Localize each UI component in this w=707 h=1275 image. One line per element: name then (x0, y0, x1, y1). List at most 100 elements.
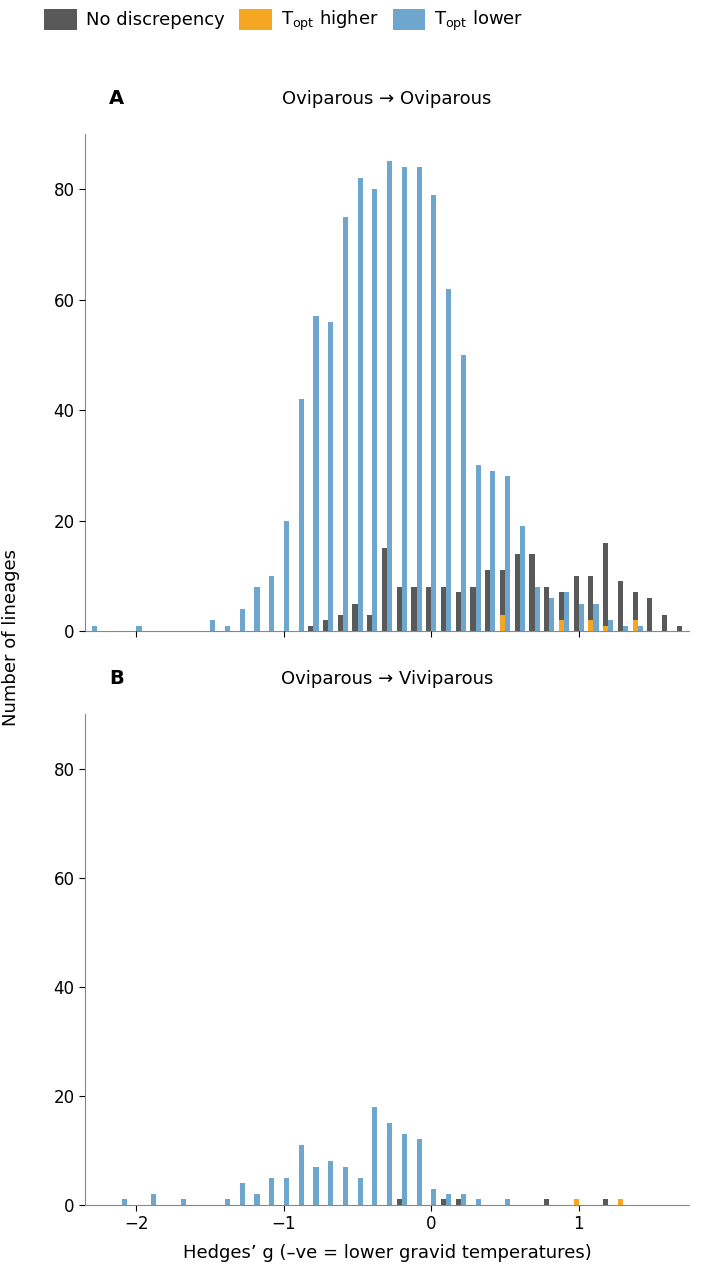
Bar (623, 626, 628, 631)
Bar (284, 1178, 289, 1205)
Bar (416, 1140, 422, 1205)
Bar (446, 1193, 451, 1205)
Bar (461, 354, 466, 631)
Text: Oviparous → Oviparous: Oviparous → Oviparous (282, 89, 492, 108)
Bar (416, 167, 422, 631)
Bar (284, 520, 289, 631)
Bar (343, 217, 348, 631)
Bar (544, 1200, 549, 1205)
Bar (588, 620, 593, 631)
Bar (461, 1193, 466, 1205)
Bar (397, 1200, 402, 1205)
Bar (373, 1107, 378, 1205)
Bar (515, 553, 520, 631)
Bar (455, 593, 461, 631)
Bar (505, 1200, 510, 1205)
Bar (387, 1123, 392, 1205)
Bar (573, 1200, 579, 1205)
Bar (544, 586, 549, 631)
Bar (559, 620, 564, 631)
Bar (298, 399, 304, 631)
Bar (338, 615, 343, 631)
Bar (593, 603, 599, 631)
Bar (151, 1193, 156, 1205)
Bar (520, 527, 525, 631)
Text: B: B (109, 669, 124, 688)
Bar (358, 179, 363, 631)
Bar (573, 1200, 579, 1205)
Bar (441, 1200, 446, 1205)
Bar (476, 465, 481, 631)
Bar (225, 1200, 230, 1205)
Bar (677, 626, 682, 631)
Bar (387, 162, 392, 631)
Bar (328, 321, 333, 631)
Bar (308, 626, 313, 631)
Bar (367, 615, 373, 631)
Bar (564, 593, 569, 631)
Bar (431, 1188, 436, 1205)
Bar (662, 615, 667, 631)
Bar (298, 1145, 304, 1205)
Bar (225, 626, 230, 631)
Bar (490, 470, 496, 631)
Bar (500, 615, 505, 631)
Bar (431, 195, 436, 631)
Bar (530, 553, 534, 631)
Bar (603, 1200, 608, 1205)
Bar (382, 548, 387, 631)
Bar (579, 603, 584, 631)
Bar (446, 288, 451, 631)
Bar (373, 189, 378, 631)
Text: A: A (109, 89, 124, 108)
Bar (210, 620, 216, 631)
Bar (426, 586, 431, 631)
Bar (92, 626, 98, 631)
Bar (411, 586, 416, 631)
Bar (122, 1200, 127, 1205)
Bar (633, 620, 638, 631)
Bar (638, 626, 643, 631)
Bar (648, 598, 653, 631)
Bar (181, 1200, 186, 1205)
Bar (573, 576, 579, 631)
Bar (240, 1183, 245, 1205)
Bar (352, 603, 358, 631)
Bar (603, 543, 608, 631)
Legend: No discrepency, T$_\mathregular{opt}$ higher, T$_\mathregular{opt}$ lower: No discrepency, T$_\mathregular{opt}$ hi… (45, 9, 524, 33)
Bar (588, 576, 593, 631)
Bar (255, 1193, 259, 1205)
Text: Oviparous → Viviparous: Oviparous → Viviparous (281, 669, 493, 688)
Bar (500, 570, 505, 631)
Bar (358, 1178, 363, 1205)
Bar (603, 626, 608, 631)
Bar (255, 586, 259, 631)
Bar (397, 586, 402, 631)
Bar (608, 620, 614, 631)
Bar (618, 581, 623, 631)
Bar (549, 598, 554, 631)
Bar (455, 1200, 461, 1205)
Bar (505, 477, 510, 631)
Bar (534, 586, 539, 631)
Bar (633, 593, 638, 631)
Bar (470, 586, 476, 631)
Bar (313, 316, 319, 631)
X-axis label: Hedges’ g (–ve = lower gravid temperatures): Hedges’ g (–ve = lower gravid temperatur… (182, 1244, 592, 1262)
Bar (136, 626, 141, 631)
Bar (476, 1200, 481, 1205)
Bar (269, 1178, 274, 1205)
Bar (313, 1167, 319, 1205)
Bar (323, 620, 328, 631)
Bar (402, 1133, 407, 1205)
Bar (618, 1200, 623, 1205)
Bar (328, 1162, 333, 1205)
Bar (343, 1167, 348, 1205)
Bar (559, 593, 564, 631)
Text: Number of lineages: Number of lineages (1, 550, 20, 725)
Bar (269, 576, 274, 631)
Bar (240, 609, 245, 631)
Bar (441, 586, 446, 631)
Bar (402, 167, 407, 631)
Bar (485, 570, 490, 631)
